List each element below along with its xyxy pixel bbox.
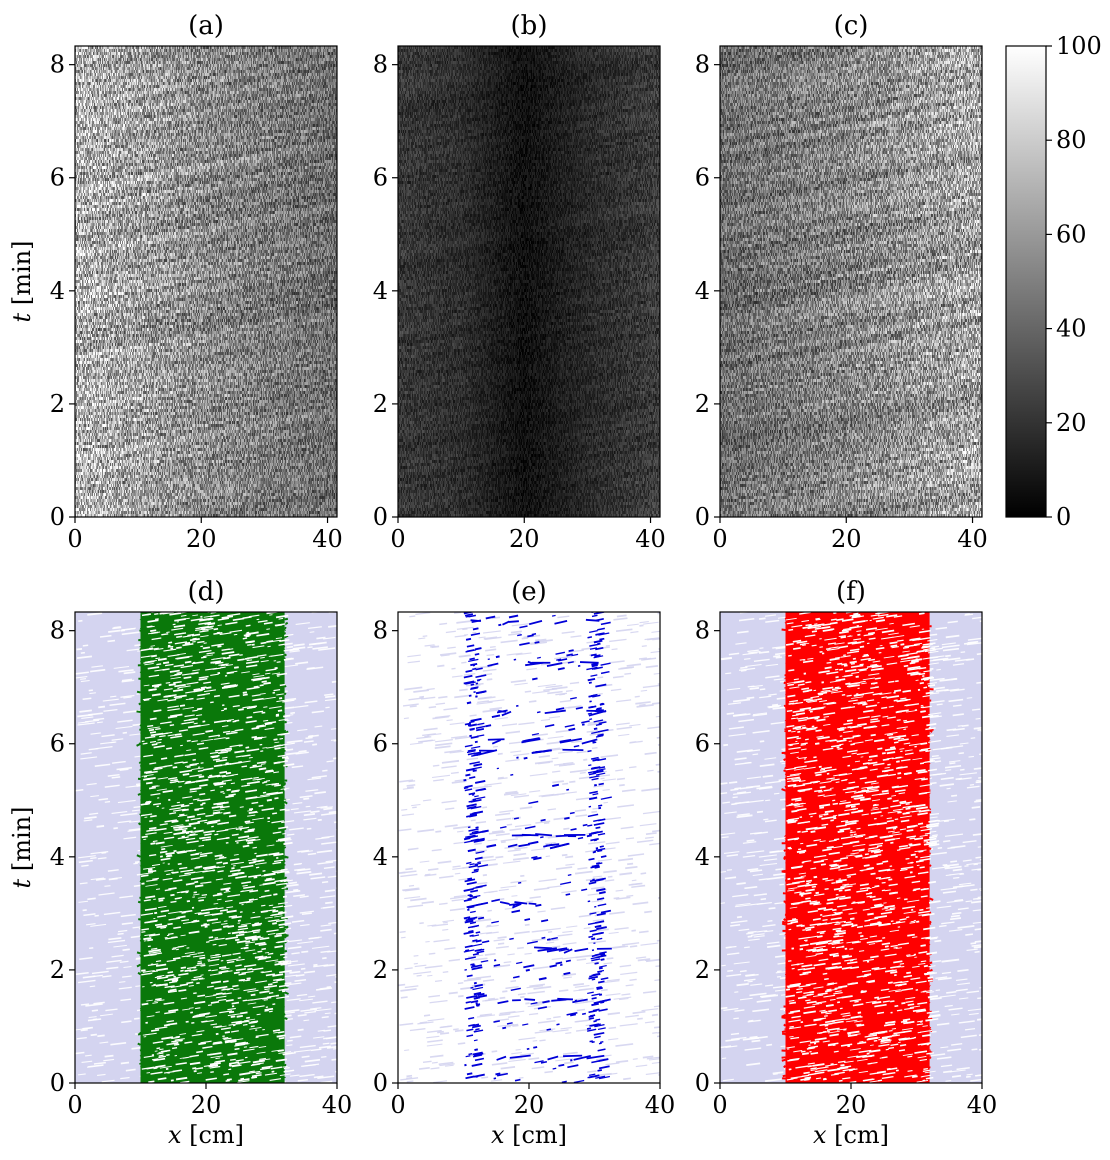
colorbar: 0 20 40 60 80 100	[1005, 32, 1102, 531]
plot-area	[398, 46, 660, 517]
x-tick-label: 40	[967, 1091, 998, 1119]
y-tick-label: 2	[695, 390, 710, 418]
map-background	[398, 612, 660, 1083]
x-tick-label: 40	[635, 525, 666, 553]
y-tick-label: 0	[373, 503, 388, 531]
x-tick-label: 0	[67, 525, 82, 553]
y-tick-label: 4	[373, 277, 388, 305]
y-tick-label: 6	[373, 164, 388, 192]
x-tick-label: 40	[957, 525, 988, 553]
y-tick-label: 2	[50, 390, 65, 418]
panel-label: (d)	[188, 577, 225, 607]
x-tick-label: 0	[712, 1091, 727, 1119]
intensity-map	[75, 46, 337, 517]
colorbar-tick-label: 0	[1056, 503, 1071, 531]
colorbar-gradient	[1006, 46, 1046, 517]
y-tick-label: 6	[50, 164, 65, 192]
x-tick-label: 0	[390, 525, 405, 553]
panel-f: 0 20 40 0 2 4 6 8 (f) x [cm]	[695, 577, 998, 1149]
band-gaps	[785, 612, 942, 1083]
plot-area	[720, 46, 982, 517]
colorbar-frame	[1005, 45, 1047, 518]
y-tick-label: 4	[695, 843, 710, 871]
y-tick-label: 4	[50, 843, 65, 871]
x-axis-label: x [cm]	[168, 1121, 244, 1149]
colorbar-tick-label: 100	[1056, 32, 1102, 60]
axes-frame	[74, 45, 338, 518]
y-tick-label: 4	[373, 843, 388, 871]
colorbar-tick-label: 60	[1056, 220, 1087, 248]
y-tick-label: 8	[373, 51, 388, 79]
plot-area	[75, 46, 337, 517]
y-tick-label: 2	[373, 390, 388, 418]
y-tick-label: 0	[50, 1069, 65, 1097]
panel-a: 0 20 40 0 2 4 6 8 (a) t [min]	[8, 11, 343, 553]
x-axis-label: x [cm]	[813, 1121, 889, 1149]
y-tick-label: 8	[50, 617, 65, 645]
y-tick-label: 6	[50, 730, 65, 758]
panel-b: 0 20 40 0 2 4 6 8 (b)	[373, 11, 666, 553]
x-tick-label: 40	[322, 1091, 353, 1119]
plot-area	[75, 612, 337, 1083]
panel-label: (c)	[834, 11, 869, 41]
axes-frame	[719, 45, 983, 518]
y-tick-label: 4	[695, 277, 710, 305]
y-tick-label: 0	[50, 503, 65, 531]
x-tick-label: 20	[831, 525, 862, 553]
y-tick-label: 8	[373, 617, 388, 645]
y-tick-label: 6	[695, 730, 710, 758]
intensity-map	[720, 46, 982, 517]
y-tick-label: 6	[695, 164, 710, 192]
y-tick-label: 6	[373, 730, 388, 758]
y-tick-label: 0	[695, 1069, 710, 1097]
colorbar-tick-label: 20	[1056, 409, 1087, 437]
y-tick-label: 2	[50, 956, 65, 984]
y-tick-label: 8	[695, 51, 710, 79]
colorbar-tick-label: 40	[1056, 315, 1087, 343]
x-tick-label: 20	[836, 1091, 867, 1119]
y-axis-label: t [min]	[8, 241, 36, 323]
x-tick-label: 20	[514, 1091, 545, 1119]
panel-e: 0 20 40 0 2 4 6 8 (e) x [cm]	[373, 577, 676, 1149]
y-tick-label: 2	[695, 956, 710, 984]
x-tick-label: 40	[645, 1091, 676, 1119]
plot-area	[398, 612, 660, 1083]
y-tick-label: 4	[50, 277, 65, 305]
x-tick-label: 0	[67, 1091, 82, 1119]
y-axis-label: t [min]	[8, 807, 36, 889]
colorbar-tick-label: 80	[1056, 126, 1087, 154]
x-axis-label: x [cm]	[491, 1121, 567, 1149]
y-tick-label: 2	[373, 956, 388, 984]
sparse-marks	[463, 612, 612, 1083]
x-tick-label: 0	[390, 1091, 405, 1119]
x-tick-label: 0	[712, 525, 727, 553]
panel-label: (b)	[511, 11, 548, 41]
x-tick-label: 40	[312, 525, 343, 553]
intensity-map	[398, 46, 660, 517]
y-tick-label: 8	[50, 51, 65, 79]
panel-label: (a)	[188, 11, 224, 41]
panel-label: (f)	[836, 577, 866, 607]
y-tick-label: 0	[373, 1069, 388, 1097]
axes-frame	[397, 45, 661, 518]
panel-c: 0 20 40 0 2 4 6 8 (c)	[695, 11, 988, 553]
panel-d: 0 20 40 0 2 4 6 8 (d) x [cm] t [min]	[8, 577, 352, 1149]
panel-label: (e)	[511, 577, 547, 607]
band-gaps	[140, 612, 297, 1083]
plot-area	[720, 612, 982, 1083]
x-tick-label: 20	[191, 1091, 222, 1119]
y-tick-label: 0	[695, 503, 710, 531]
x-tick-label: 20	[509, 525, 540, 553]
y-tick-label: 8	[695, 617, 710, 645]
x-tick-label: 20	[186, 525, 217, 553]
